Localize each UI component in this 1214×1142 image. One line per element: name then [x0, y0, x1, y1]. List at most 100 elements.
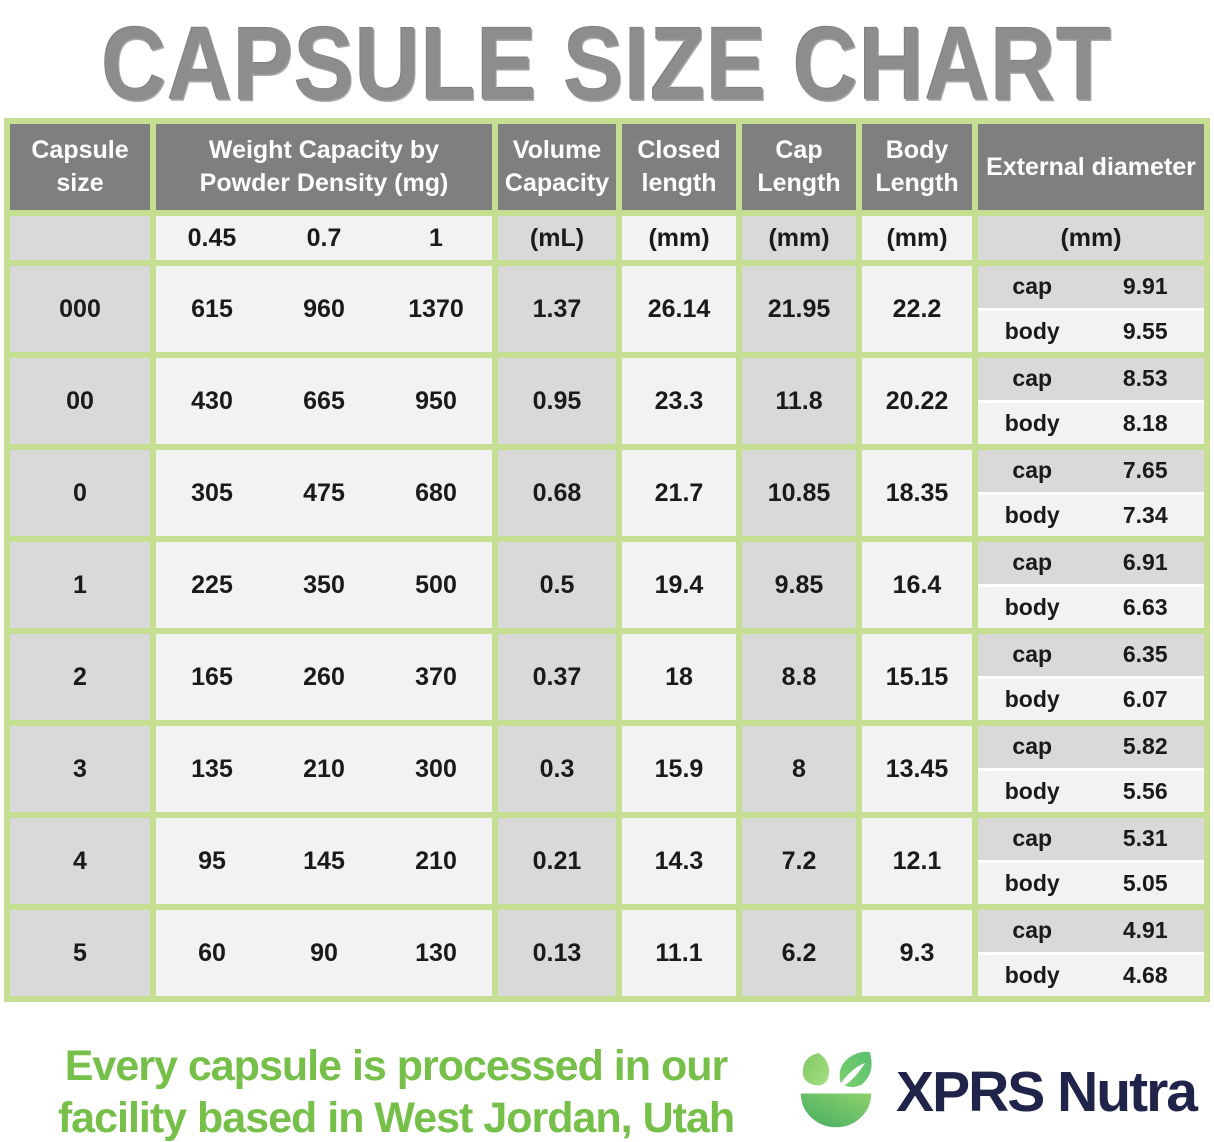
cell-weights: 615 960 1370 — [156, 266, 492, 352]
cell-external-diameter: cap 7.65 body 7.34 — [978, 450, 1204, 536]
cell-body-length: 15.15 — [862, 634, 972, 720]
cell-capsule-size: 4 — [10, 818, 150, 904]
external-cap-subrow: cap 5.31 — [978, 818, 1204, 860]
external-body-subrow: body 8.18 — [978, 402, 1204, 444]
external-body-label: body — [1004, 593, 1060, 620]
cell-capsule-size: 0 — [10, 450, 150, 536]
weight-045: 60 — [198, 938, 226, 967]
header-closed-length: Closed length — [622, 124, 736, 210]
external-cap-value: 6.91 — [1122, 549, 1168, 576]
cell-weights: 135 210 300 — [156, 726, 492, 812]
external-body-value: 4.68 — [1122, 961, 1168, 988]
weight-07: 475 — [303, 478, 345, 507]
external-body-label: body — [1004, 501, 1060, 528]
external-cap-subrow: cap 5.82 — [978, 726, 1204, 768]
cell-body-length: 16.4 — [862, 542, 972, 628]
external-cap-value: 8.53 — [1122, 365, 1168, 392]
cell-external-diameter: cap 4.91 body 4.68 — [978, 910, 1204, 996]
table-row: 4 95 145 210 0.21 14.3 7.2 12.1 cap 5.31… — [10, 818, 1204, 904]
external-cap-label: cap — [1012, 273, 1053, 300]
cell-body-length: 18.35 — [862, 450, 972, 536]
table-row: 0 305 475 680 0.68 21.7 10.85 18.35 cap … — [10, 450, 1204, 536]
weight-1: 130 — [415, 938, 457, 967]
cell-closed: 26.14 — [622, 266, 736, 352]
weight-045: 615 — [191, 294, 233, 323]
table-body: 000 615 960 1370 1.37 26.14 21.95 22.2 c… — [10, 266, 1204, 996]
weight-1: 370 — [415, 662, 457, 691]
tagline-line-1: Every capsule is processed in our — [64, 1042, 728, 1090]
table-row: 2 165 260 370 0.37 18 8.8 15.15 cap 6.35… — [10, 634, 1204, 720]
external-body-subrow: body 6.07 — [978, 678, 1204, 720]
cell-weights: 95 145 210 — [156, 818, 492, 904]
external-body-subrow: body 9.55 — [978, 310, 1204, 352]
cell-cap-length: 8.8 — [742, 634, 856, 720]
table-row: 1 225 350 500 0.5 19.4 9.85 16.4 cap 6.9… — [10, 542, 1204, 628]
header-weight-capacity: Weight Capacity by Powder Density (mg) — [156, 124, 492, 210]
cell-cap-length: 7.2 — [742, 818, 856, 904]
external-cap-value: 5.31 — [1122, 825, 1168, 852]
unit-closed: (mm) — [622, 216, 736, 260]
unit-volume: (mL) — [498, 216, 616, 260]
external-body-label: body — [1004, 961, 1060, 988]
weight-07: 210 — [303, 754, 345, 783]
external-body-subrow: body 5.05 — [978, 862, 1204, 904]
external-cap-label: cap — [1012, 641, 1053, 668]
cell-cap-length: 11.8 — [742, 358, 856, 444]
cell-body-length: 9.3 — [862, 910, 972, 996]
external-cap-subrow: cap 9.91 — [978, 266, 1204, 308]
table-row: 000 615 960 1370 1.37 26.14 21.95 22.2 c… — [10, 266, 1204, 352]
weight-07: 960 — [303, 294, 345, 323]
header-body-length: Body Length — [862, 124, 972, 210]
unit-densities: 0.45 0.7 1 — [156, 216, 492, 260]
external-body-subrow: body 7.34 — [978, 494, 1204, 536]
external-cap-subrow: cap 8.53 — [978, 358, 1204, 400]
weight-045: 95 — [198, 846, 226, 875]
unit-cap: (mm) — [742, 216, 856, 260]
weight-07: 665 — [303, 386, 345, 415]
cell-volume: 0.21 — [498, 818, 616, 904]
cell-volume: 1.37 — [498, 266, 616, 352]
weight-07: 260 — [303, 662, 345, 691]
cell-volume: 0.5 — [498, 542, 616, 628]
external-body-value: 6.07 — [1122, 685, 1168, 712]
weight-045: 135 — [191, 754, 233, 783]
weight-045: 430 — [191, 386, 233, 415]
external-cap-value: 4.91 — [1122, 917, 1168, 944]
header-cap-length: Cap Length — [742, 124, 856, 210]
external-cap-value: 5.82 — [1122, 733, 1168, 760]
external-cap-value: 9.91 — [1122, 273, 1168, 300]
cell-weights: 430 665 950 — [156, 358, 492, 444]
external-cap-subrow: cap 6.91 — [978, 542, 1204, 584]
leaf-bowl-icon — [790, 1046, 882, 1138]
cell-closed: 23.3 — [622, 358, 736, 444]
external-body-label: body — [1004, 317, 1060, 344]
external-cap-value: 6.35 — [1122, 641, 1168, 668]
cell-cap-length: 9.85 — [742, 542, 856, 628]
cell-closed: 18 — [622, 634, 736, 720]
cell-cap-length: 10.85 — [742, 450, 856, 536]
external-body-subrow: body 4.68 — [978, 954, 1204, 996]
cell-closed: 14.3 — [622, 818, 736, 904]
unit-external: (mm) — [978, 216, 1204, 260]
capsule-size-table: Capsule size Weight Capacity by Powder D… — [4, 118, 1210, 1002]
weight-values: 615 960 1370 — [156, 266, 492, 352]
weight-045: 225 — [191, 570, 233, 599]
external-cap-label: cap — [1012, 549, 1053, 576]
cell-external-diameter: cap 8.53 body 8.18 — [978, 358, 1204, 444]
weight-values: 225 350 500 — [156, 542, 492, 628]
table-header-row: Capsule size Weight Capacity by Powder D… — [10, 124, 1204, 210]
cell-volume: 0.3 — [498, 726, 616, 812]
weight-values: 430 665 950 — [156, 358, 492, 444]
external-cap-subrow: cap 7.65 — [978, 450, 1204, 492]
external-cap-subrow: cap 6.35 — [978, 634, 1204, 676]
cell-volume: 0.13 — [498, 910, 616, 996]
cell-weights: 305 475 680 — [156, 450, 492, 536]
cell-closed: 19.4 — [622, 542, 736, 628]
weight-1: 300 — [415, 754, 457, 783]
brand-name: XPRS Nutra — [896, 1060, 1198, 1125]
external-body-value: 6.63 — [1122, 593, 1168, 620]
external-body-label: body — [1004, 685, 1060, 712]
external-body-label: body — [1004, 777, 1060, 804]
cell-external-diameter: cap 6.91 body 6.63 — [978, 542, 1204, 628]
